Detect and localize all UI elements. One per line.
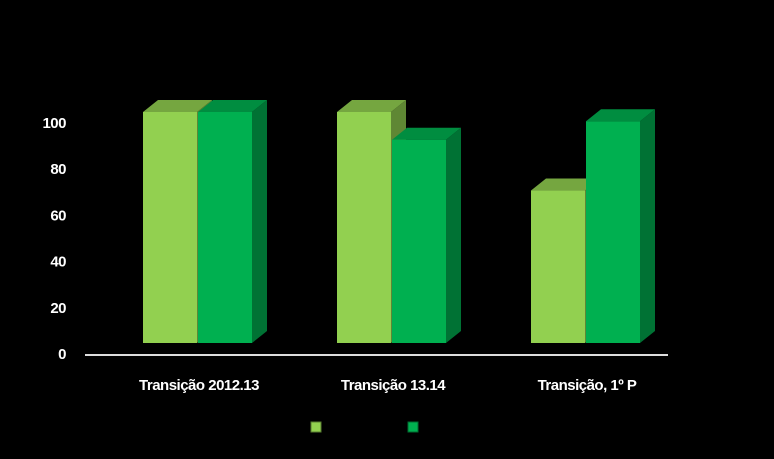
y-tick-label: 0 xyxy=(58,346,66,363)
bar-top xyxy=(143,100,212,112)
bar-top xyxy=(337,100,406,112)
bar-top xyxy=(531,178,600,191)
legend-marker xyxy=(310,421,322,433)
x-tick-label: Transição 2012.13 xyxy=(139,377,259,394)
bar xyxy=(143,112,197,343)
bar xyxy=(531,190,585,343)
y-tick-label: 60 xyxy=(50,207,66,224)
bar-side xyxy=(446,127,461,343)
bar xyxy=(392,139,446,343)
bar-top xyxy=(586,109,655,122)
y-tick-label: 80 xyxy=(50,161,66,178)
x-tick-label: Transição 13.14 xyxy=(341,377,446,394)
x-tick-label: Transição, 1º P xyxy=(538,377,637,394)
bar-top xyxy=(198,100,267,112)
y-tick-label: 100 xyxy=(42,115,66,132)
bar xyxy=(198,112,252,343)
legend-marker xyxy=(407,421,419,433)
bar-top xyxy=(392,127,461,140)
bar xyxy=(586,121,640,344)
y-tick-label: 40 xyxy=(50,254,66,271)
bar-side xyxy=(640,109,655,344)
bar-side xyxy=(252,100,267,343)
y-tick-label: 20 xyxy=(50,300,66,317)
bar xyxy=(337,112,391,343)
